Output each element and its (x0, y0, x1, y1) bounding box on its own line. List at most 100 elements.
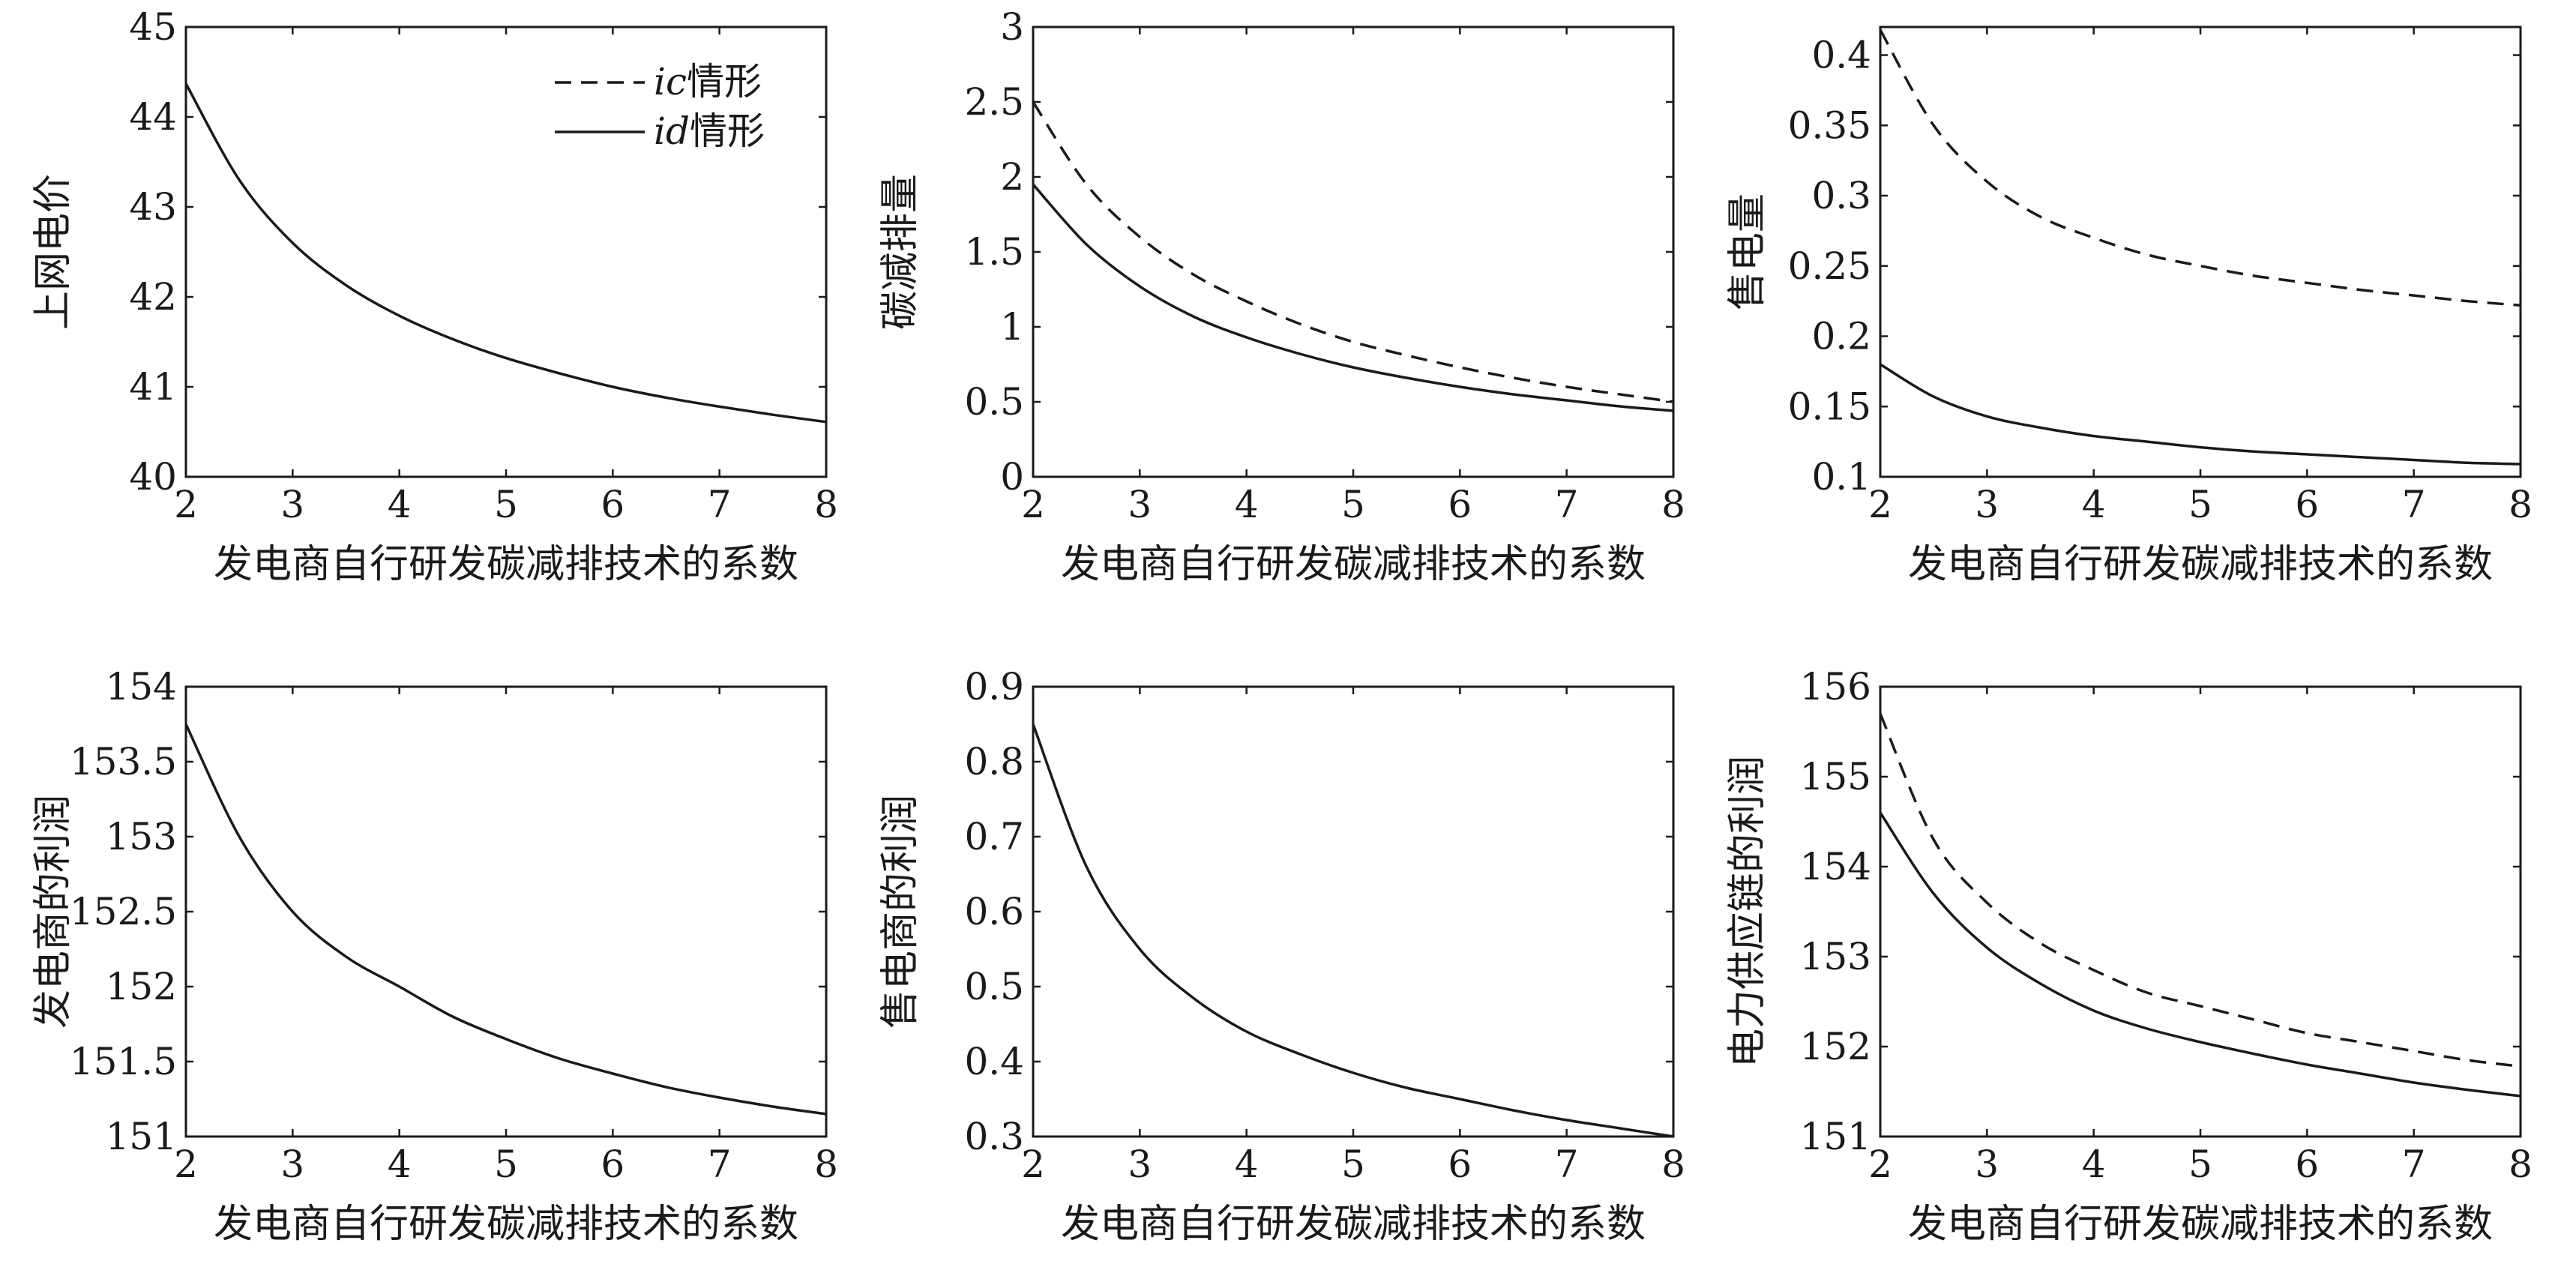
x-tick-label: 5 (1341, 1143, 1365, 1186)
y-tick-label: 0.3 (1811, 174, 1871, 217)
x-tick-label: 8 (1661, 483, 1685, 526)
x-tick-label: 6 (1448, 1143, 1472, 1186)
x-axis-label: 发电商自行研发碳减排技术的系数 (1908, 542, 2493, 587)
x-tick-label: 6 (1448, 483, 1472, 526)
y-tick-label: 152 (1800, 1025, 1871, 1068)
y-tick-label: 0.4 (1811, 34, 1871, 77)
chart-2: 2 3 4 5 6 7 8 0 0.5 1 1.5 2 2.5 3 发电商自行研发碳减排技术的系数 碳减排量 (878, 5, 1685, 587)
x-tick-label: 2 (1868, 483, 1892, 526)
x-tick-label: 5 (2188, 1143, 2212, 1186)
x-tick-label: 7 (2402, 483, 2426, 526)
legend-entry-label: id情形 (654, 109, 765, 153)
x-tick-label: 2 (174, 1143, 198, 1186)
y-tick-label: 0.7 (964, 815, 1024, 858)
x-tick-label: 7 (1555, 483, 1579, 526)
x-tick-label: 7 (708, 483, 732, 526)
y-tick-label: 0.1 (1811, 455, 1871, 499)
x-tick-label: 3 (1975, 483, 1999, 526)
y-tick-label: 0.35 (1788, 103, 1871, 147)
x-tick-label: 4 (1235, 1143, 1259, 1186)
x-tick-label: 2 (1021, 1143, 1045, 1186)
x-tick-label: 7 (2402, 1143, 2426, 1186)
y-tick-label: 156 (1800, 665, 1871, 708)
x-axis-label: 发电商自行研发碳减排技术的系数 (214, 542, 798, 587)
x-tick-label: 3 (280, 1143, 304, 1186)
y-tick-label: 42 (129, 275, 177, 319)
x-axis-label: 发电商自行研发碳减排技术的系数 (1061, 542, 1646, 587)
series-solid-line (1880, 363, 2521, 466)
y-tick-label: 44 (129, 95, 177, 139)
x-tick-label: 8 (814, 483, 838, 526)
legend: ic情形 id情形 (555, 60, 765, 153)
y-axis-label: 发电商的利润 (31, 795, 76, 1029)
chart-6: 2 3 4 5 6 7 8 151 152 153 154 155 156 发电商自行研发碳减排技术的系数… (1725, 665, 2533, 1247)
y-tick-label: 153 (1800, 935, 1871, 978)
x-tick-label: 5 (494, 483, 518, 526)
plot-frame (1032, 685, 1675, 1138)
x-tick-label: 3 (280, 483, 304, 526)
y-axis-label: 售电量 (1725, 193, 1770, 310)
y-tick-label: 1 (1000, 305, 1024, 349)
y-tick-label: 45 (129, 5, 177, 49)
y-axis-label: 碳减排量 (878, 174, 923, 330)
chart-4: 2 3 4 5 6 7 8 151 151.5 152 152.5 153 153.5 154 发电商自行研… (31, 665, 838, 1247)
x-tick-label: 6 (601, 1143, 625, 1186)
plot-frame (1879, 25, 2522, 478)
y-axis-label: 上网电价 (31, 174, 76, 330)
y-tick-label: 0.9 (964, 665, 1024, 708)
series-dashed-line (1879, 713, 2521, 1068)
y-tick-label: 41 (129, 365, 177, 409)
x-axis-label: 发电商自行研发碳减排技术的系数 (214, 1202, 798, 1247)
x-axis-label: 发电商自行研发碳减排技术的系数 (1908, 1202, 2493, 1247)
series-dashed-line (1032, 101, 1674, 403)
x-tick-label: 2 (174, 483, 198, 526)
legend-entry-label: ic情形 (654, 60, 762, 103)
y-tick-label: 152 (106, 965, 177, 1008)
y-tick-label: 153 (106, 815, 177, 858)
x-tick-label: 6 (601, 483, 625, 526)
x-tick-label: 3 (1128, 483, 1152, 526)
y-tick-label: 154 (106, 665, 177, 708)
x-tick-label: 7 (708, 1143, 732, 1186)
x-tick-label: 2 (1868, 1143, 1892, 1186)
x-tick-label: 3 (1975, 1143, 1999, 1186)
x-tick-label: 6 (2295, 1143, 2319, 1186)
x-tick-label: 5 (2188, 483, 2212, 526)
series-dashed-line (1879, 28, 2521, 307)
x-tick-label: 8 (2509, 1143, 2533, 1186)
series-solid-line (1032, 183, 1674, 412)
y-tick-label: 1.5 (964, 230, 1024, 274)
y-tick-label: 0 (1000, 455, 1024, 499)
y-tick-label: 0.15 (1788, 385, 1871, 428)
x-tick-label: 2 (1021, 483, 1045, 526)
y-tick-label: 151.5 (70, 1040, 177, 1083)
series-solid-line (1879, 812, 2521, 1098)
y-tick-label: 0.5 (964, 380, 1024, 424)
x-tick-label: 3 (1128, 1143, 1152, 1186)
plot-frame (1879, 685, 2522, 1138)
x-axis-label: 发电商自行研发碳减排技术的系数 (1061, 1202, 1646, 1247)
y-axis-label: 电力供应链的利润 (1725, 756, 1770, 1068)
chart-3: 2 3 4 5 6 7 8 0.1 0.15 0.2 0.25 0.3 0.35 0.4 发电商自行研发碳减… (1725, 25, 2533, 587)
x-tick-label: 4 (388, 1143, 412, 1186)
y-tick-label: 153.5 (70, 740, 177, 783)
y-tick-label: 0.3 (964, 1115, 1024, 1158)
x-tick-label: 5 (494, 1143, 518, 1186)
y-tick-label: 3 (1000, 5, 1024, 49)
series-solid-line (184, 82, 827, 424)
plot-frame (1032, 25, 1675, 478)
y-tick-label: 2.5 (964, 80, 1024, 124)
series-solid-line (184, 723, 827, 1116)
y-tick-label: 151 (106, 1115, 177, 1158)
y-tick-label: 0.2 (1811, 315, 1871, 358)
x-tick-label: 8 (1661, 1143, 1685, 1186)
y-tick-label: 43 (129, 185, 177, 229)
y-tick-label: 0.4 (964, 1040, 1024, 1083)
chart-5: 2 3 4 5 6 7 8 0.3 0.4 0.5 0.6 0.7 0.8 0.9 发电商自行研发碳减排技术… (878, 665, 1685, 1247)
y-tick-label: 151 (1800, 1115, 1871, 1158)
x-tick-label: 4 (2082, 483, 2106, 526)
y-tick-label: 155 (1800, 755, 1871, 798)
y-tick-label: 2 (1000, 155, 1024, 199)
series-solid-line (1032, 723, 1674, 1138)
